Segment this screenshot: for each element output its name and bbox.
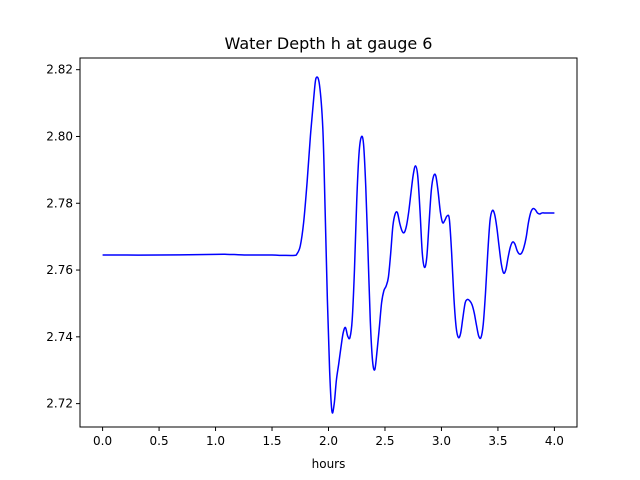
chart-title: Water Depth h at gauge 6 — [225, 34, 433, 53]
x-tick-label: 0.5 — [150, 434, 169, 448]
x-tick-label: 3.5 — [488, 434, 507, 448]
y-tick-label: 2.80 — [46, 129, 73, 143]
x-tick-label: 2.5 — [375, 434, 394, 448]
plot-frame — [79, 57, 578, 428]
x-axis: 0.0 0.5 1.0 1.5 2.0 2.5 3.0 3.5 4.0 — [93, 427, 564, 448]
x-tick-label: 0.0 — [93, 434, 112, 448]
x-tick-label: 4.0 — [545, 434, 564, 448]
x-tick-label: 3.0 — [432, 434, 451, 448]
series-line — [102, 76, 555, 414]
y-tick-label: 2.72 — [46, 397, 73, 411]
x-axis-label: hours — [312, 457, 346, 471]
y-tick-label: 2.82 — [46, 63, 73, 77]
y-tick-label: 2.76 — [46, 263, 73, 277]
y-tick-label: 2.78 — [46, 196, 73, 210]
y-axis: 2.72 2.74 2.76 2.78 2.80 2.82 — [46, 63, 80, 411]
x-tick-label: 2.0 — [319, 434, 338, 448]
y-tick-label: 2.74 — [46, 330, 73, 344]
x-tick-label: 1.5 — [262, 434, 281, 448]
plot-area — [102, 76, 555, 414]
x-tick-label: 1.0 — [206, 434, 225, 448]
